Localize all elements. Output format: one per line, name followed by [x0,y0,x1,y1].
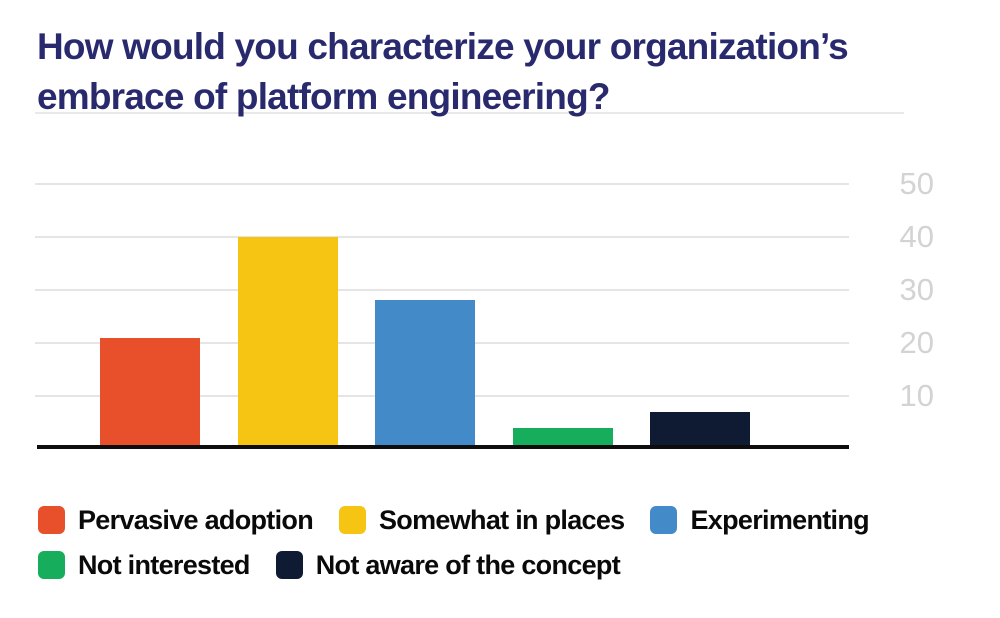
y-tick-label-50: 50 [899,166,934,201]
legend-swatch-icon-pervasive-adoption [38,506,65,534]
gridline-50 [35,183,849,185]
legend-swatch-icon-not-interested [38,551,65,579]
chart-title: How would you characterize your organiza… [37,22,977,122]
chart-title-line-2: embrace of platform engineering? [37,76,610,117]
legend-label-not-interested: Not interested [78,549,250,580]
chart-legend: Pervasive adoption Somewhat in places Expe… [38,505,988,580]
legend-item-experimenting: Experimenting [650,504,870,536]
legend-row-2: Not interested Not aware of the concept [38,550,988,580]
bar-not-aware-of-the-concept [650,412,750,449]
legend-item-not-interested: Not interested [38,550,250,581]
x-axis-baseline [37,445,849,449]
gridline-30 [35,289,849,291]
legend-label-somewhat-in-places: Somewhat in places [379,504,625,535]
y-tick-label-10: 10 [899,378,934,413]
chart-title-line-1: How would you characterize your organiza… [37,26,849,67]
legend-item-not-aware-of-the-concept: Not aware of the concept [275,549,621,581]
y-tick-label-40: 40 [899,219,934,254]
legend-item-pervasive-adoption: Pervasive adoption [38,504,314,536]
legend-row-1: Pervasive adoption Somewhat in places Expe… [38,505,988,535]
gridline-40 [35,236,849,238]
legend-label-not-aware-of-the-concept: Not aware of the concept [315,549,621,580]
legend-swatch-icon-not-aware-of-the-concept [275,551,303,579]
bar-pervasive-adoption [100,338,200,449]
legend-label-pervasive-adoption: Pervasive adoption [78,504,314,535]
plot-top-gridline [35,112,904,114]
bar-not-interested [512,428,613,449]
bar-somewhat-in-places [237,237,338,449]
legend-swatch-icon-experimenting [650,506,678,534]
legend-swatch-icon-somewhat-in-places [339,506,366,534]
y-tick-label-20: 20 [899,325,934,360]
legend-item-somewhat-in-places: Somewhat in places [339,504,625,536]
bar-experimenting [375,300,475,449]
y-tick-label-30: 30 [899,272,934,307]
legend-label-experimenting: Experimenting [690,504,869,535]
